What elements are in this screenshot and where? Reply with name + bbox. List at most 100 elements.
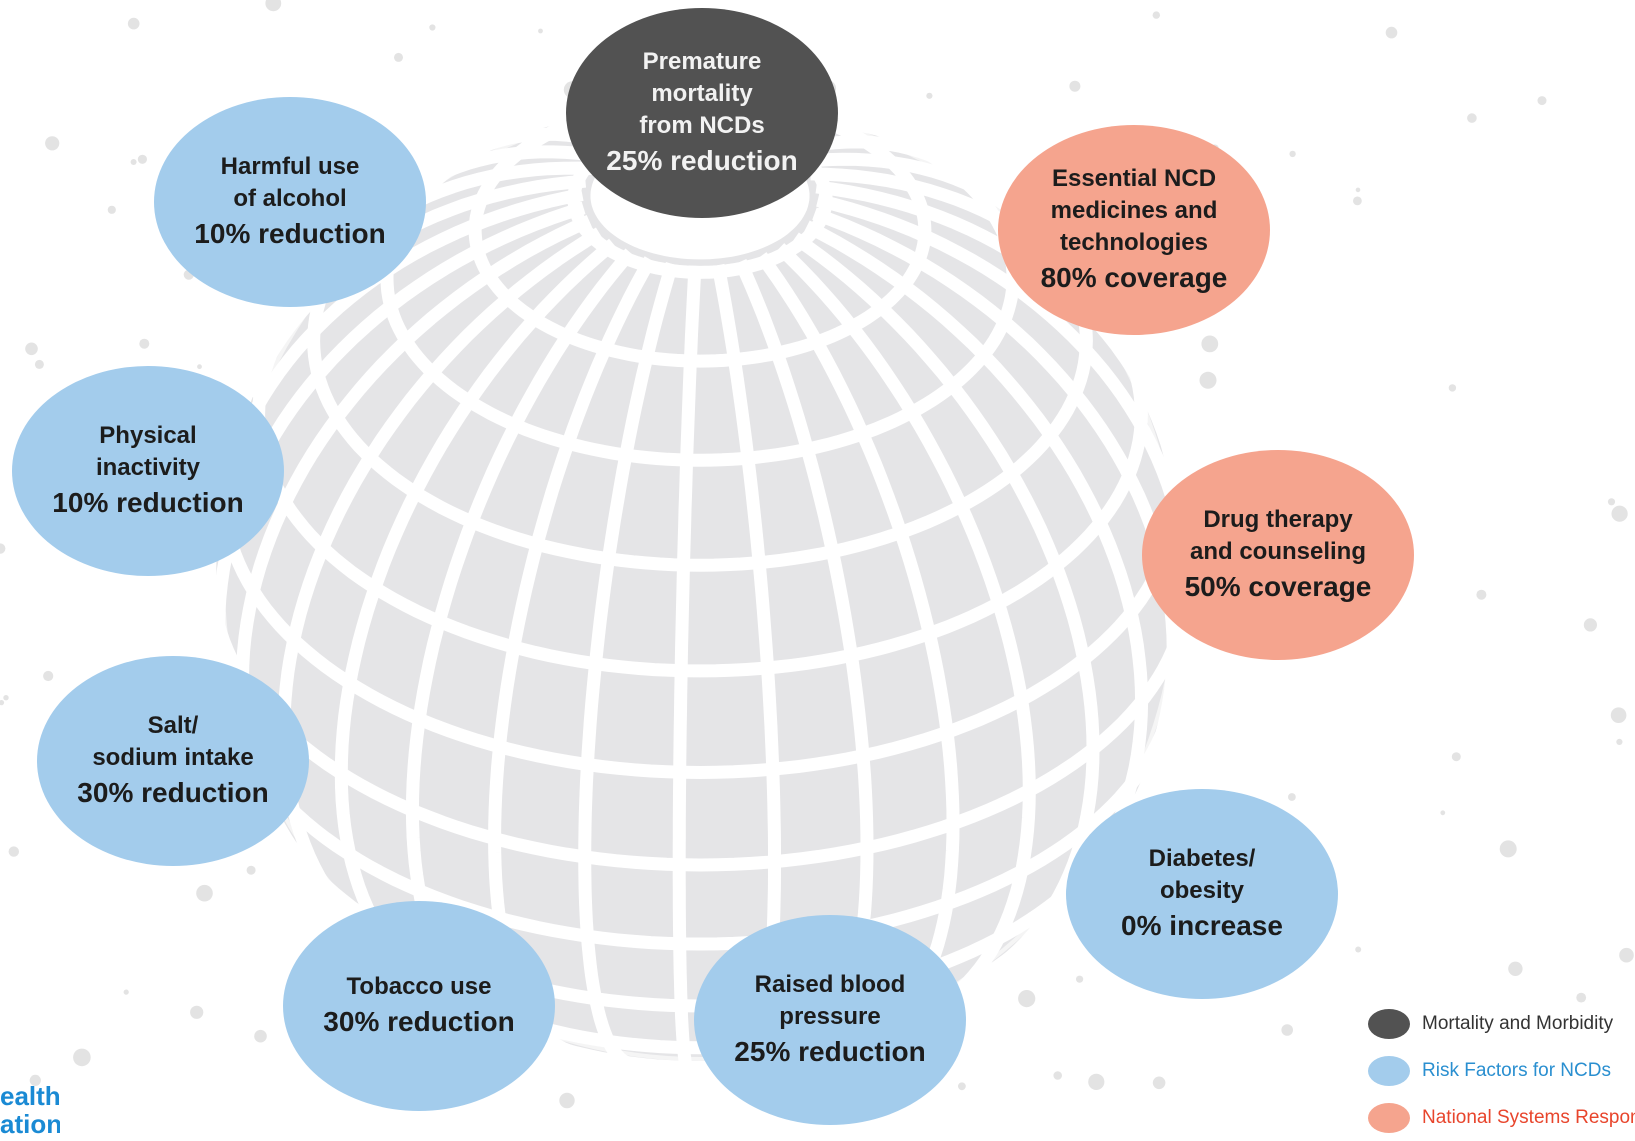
background-dot bbox=[1289, 150, 1296, 158]
target-line: Raised blood bbox=[754, 971, 906, 999]
globe-grid-line bbox=[672, 265, 702, 1069]
target-line: of alcohol bbox=[233, 185, 347, 213]
background-dot bbox=[1053, 1071, 1062, 1080]
background-dot bbox=[196, 884, 213, 902]
background-dot bbox=[1583, 618, 1597, 632]
target-value: 30% reduction bbox=[323, 1006, 515, 1038]
target-value: 30% reduction bbox=[77, 777, 269, 809]
target-diabetes-obesity: Diabetes/ obesity 0% increase bbox=[1066, 789, 1338, 999]
background-dot bbox=[34, 359, 44, 369]
legend-swatch-risk bbox=[1368, 1055, 1410, 1086]
background-dot bbox=[1499, 840, 1517, 858]
organization-logo-fragment: ealth ation bbox=[0, 1082, 60, 1138]
target-line: pressure bbox=[779, 1003, 881, 1031]
target-line: technologies bbox=[1059, 229, 1209, 257]
background-dot bbox=[1201, 335, 1219, 353]
target-premature-mortality: Premature mortality from NCDs 25% reduct… bbox=[566, 8, 838, 218]
target-line: Salt/ bbox=[147, 712, 199, 740]
legend-label-risk: Risk Factors for NCDs bbox=[1422, 1059, 1611, 1081]
background-dot bbox=[0, 700, 5, 706]
background-dot bbox=[139, 338, 150, 349]
background-dot bbox=[1353, 196, 1362, 206]
legend-label-mortality: Mortality and Morbidity bbox=[1422, 1012, 1614, 1034]
background-dot bbox=[1611, 505, 1628, 522]
background-dot bbox=[1152, 11, 1161, 19]
background-dot bbox=[1385, 26, 1398, 39]
legend-swatch-system bbox=[1368, 1102, 1410, 1133]
target-value: 10% reduction bbox=[194, 218, 386, 250]
background-dot bbox=[25, 342, 38, 356]
logo-text-line: ation bbox=[0, 1109, 60, 1138]
target-line: and counseling bbox=[1189, 538, 1366, 566]
background-dot bbox=[8, 846, 19, 857]
background-dot bbox=[1199, 371, 1217, 389]
background-dot bbox=[1476, 589, 1487, 600]
background-dot bbox=[958, 1082, 966, 1091]
background-dot bbox=[1610, 707, 1627, 723]
target-value: 50% coverage bbox=[1184, 571, 1372, 603]
background-dot bbox=[29, 1074, 41, 1086]
background-dot bbox=[1467, 113, 1477, 123]
background-dot bbox=[1355, 187, 1361, 193]
target-tobacco-use: Tobacco use 30% reduction bbox=[283, 901, 555, 1111]
background-dot bbox=[1152, 1076, 1166, 1090]
legend: Mortality and Morbidity Risk Factors for… bbox=[1368, 1000, 1635, 1141]
background-dot bbox=[1576, 992, 1587, 1003]
background-dot bbox=[197, 364, 202, 370]
target-salt-sodium: Salt/ sodium intake 30% reduction bbox=[37, 656, 309, 866]
background-dot bbox=[394, 52, 403, 62]
background-dot bbox=[926, 92, 933, 99]
target-line: sodium intake bbox=[92, 744, 254, 772]
background-dot bbox=[1069, 80, 1081, 92]
background-dot bbox=[137, 154, 147, 164]
target-value: 10% reduction bbox=[52, 487, 244, 519]
target-line: obesity bbox=[1159, 877, 1245, 905]
background-dot bbox=[1018, 990, 1036, 1008]
background-dot bbox=[429, 24, 436, 31]
background-dot bbox=[107, 205, 116, 214]
target-line: Premature bbox=[642, 48, 762, 75]
background-dot bbox=[538, 28, 543, 34]
background-dot bbox=[1537, 96, 1547, 106]
target-line: from NCDs bbox=[639, 112, 765, 140]
background-dot bbox=[1451, 752, 1461, 762]
target-essential-medicines: Essential NCD medicines and technologies… bbox=[998, 125, 1270, 335]
background-dot bbox=[0, 543, 6, 554]
target-value: 25% reduction bbox=[734, 1036, 926, 1068]
background-dot bbox=[1288, 793, 1296, 801]
target-physical-inactivity: Physical inactivity 10% reduction bbox=[12, 366, 284, 576]
target-line: medicines and bbox=[1050, 197, 1218, 225]
target-line: Essential NCD bbox=[1051, 165, 1217, 192]
background-dot bbox=[1076, 975, 1084, 983]
legend-item-risk: Risk Factors for NCDs bbox=[1368, 1047, 1635, 1094]
globe-grid-line bbox=[578, 262, 679, 1069]
target-line: inactivity bbox=[95, 454, 201, 482]
target-line: Tobacco use bbox=[346, 973, 492, 1001]
background-dot bbox=[123, 989, 129, 995]
target-harmful-alcohol: Harmful use of alcohol 10% reduction bbox=[154, 97, 426, 307]
background-dot bbox=[45, 136, 60, 151]
background-dot bbox=[130, 159, 137, 165]
background-dot bbox=[1607, 498, 1616, 506]
background-dot bbox=[559, 1092, 575, 1109]
background-dot bbox=[127, 17, 140, 30]
target-line: Drug therapy bbox=[1203, 506, 1353, 534]
target-drug-therapy: Drug therapy and counseling 50% coverage bbox=[1142, 450, 1414, 660]
background-dot bbox=[190, 1005, 204, 1019]
globe-grid-line bbox=[812, 207, 1180, 784]
background-dot bbox=[265, 0, 282, 12]
background-dot bbox=[1440, 810, 1446, 816]
logo-text-line: ealth bbox=[0, 1082, 60, 1111]
target-line: Diabetes/ bbox=[1148, 845, 1256, 873]
target-value: 80% coverage bbox=[1040, 262, 1228, 294]
background-dot bbox=[1619, 947, 1634, 963]
target-value: 25% reduction bbox=[606, 145, 798, 177]
background-dot bbox=[3, 695, 9, 701]
legend-swatch-mortality bbox=[1368, 1008, 1410, 1039]
target-line: Physical bbox=[99, 422, 197, 450]
background-dot bbox=[1088, 1073, 1105, 1090]
globe-grid-line bbox=[277, 227, 603, 939]
target-line: Harmful use bbox=[220, 153, 360, 181]
background-dot bbox=[254, 1029, 267, 1043]
background-dot bbox=[73, 1048, 91, 1067]
